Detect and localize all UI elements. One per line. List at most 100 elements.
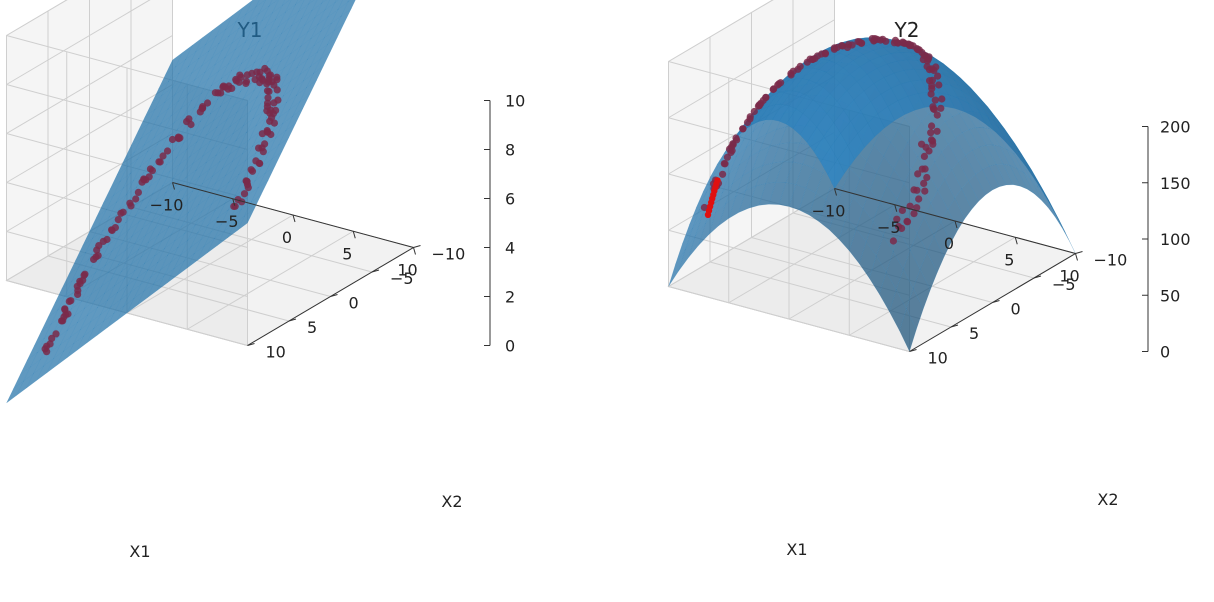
z-tick-label: 100 — [1160, 230, 1191, 249]
data-point — [243, 178, 251, 186]
data-point — [848, 41, 856, 49]
surface-cell — [1023, 172, 1042, 200]
data-point — [52, 330, 60, 338]
data-point — [65, 297, 73, 305]
data-point — [838, 42, 846, 50]
surface-cell — [1030, 178, 1048, 208]
data-point — [247, 166, 255, 174]
x-tick-label: −10 — [150, 196, 184, 215]
data-point — [242, 79, 250, 87]
data-point — [41, 345, 49, 353]
grid-line — [668, 229, 910, 296]
data-point — [148, 167, 156, 175]
data-point — [94, 252, 102, 260]
z-tick-label: 200 — [1160, 118, 1191, 137]
y-tick — [288, 318, 297, 322]
data-point — [933, 111, 941, 119]
y-tick — [1075, 251, 1083, 254]
data-point — [267, 130, 275, 139]
surface-cell — [1051, 206, 1069, 240]
data-point — [264, 94, 272, 102]
data-point — [889, 237, 898, 245]
data-point — [739, 125, 747, 133]
data-point — [821, 50, 830, 58]
data-point — [263, 80, 271, 88]
y-axis-label: X2 — [1097, 490, 1118, 509]
data-point — [95, 242, 103, 250]
data-point — [238, 198, 246, 206]
x-tick-label: 0 — [944, 234, 954, 253]
data-point — [937, 104, 945, 112]
data-point — [755, 101, 764, 109]
data-point — [142, 176, 150, 184]
y-tick-label: 10 — [266, 343, 286, 362]
data-point — [931, 96, 939, 104]
data-point — [899, 38, 907, 46]
y-tick-label: −10 — [432, 245, 466, 264]
data-point — [930, 66, 938, 74]
y-tick-label: 0 — [349, 294, 359, 313]
data-point — [777, 79, 785, 87]
surface-cell — [1016, 167, 1035, 195]
data-point — [920, 152, 929, 160]
y-tick — [330, 294, 338, 297]
z-tick-label: 0 — [505, 337, 515, 356]
y-tick-label: 0 — [1011, 300, 1021, 319]
x-tick-label: 10 — [397, 261, 417, 280]
data-point — [928, 85, 936, 93]
grid-line — [6, 35, 173, 134]
data-point — [156, 158, 164, 166]
grid-line — [6, 0, 151, 85]
data-point — [46, 340, 54, 348]
surface-cell — [268, 0, 278, 7]
data-point — [891, 36, 900, 45]
data-point — [895, 222, 903, 231]
data-point — [923, 173, 931, 182]
data-point — [103, 235, 111, 244]
data-point — [928, 122, 936, 130]
data-point — [925, 147, 933, 155]
data-point — [914, 170, 922, 178]
data-point — [927, 90, 935, 98]
data-point — [61, 305, 69, 313]
x-tick — [1075, 253, 1078, 261]
data-point — [274, 96, 282, 104]
data-point — [211, 89, 219, 97]
scatter-points — [41, 64, 282, 356]
data-point — [921, 187, 929, 195]
x-tick — [292, 214, 296, 223]
surface-cell — [1058, 218, 1076, 254]
x-axis-label: X1 — [786, 540, 807, 559]
data-point — [76, 277, 84, 285]
surface-cell — [334, 0, 339, 3]
data-point — [923, 57, 932, 65]
data-point — [174, 133, 182, 141]
data-point — [933, 127, 941, 135]
surface-cell — [295, 0, 303, 5]
data-point — [893, 215, 901, 223]
y-tick — [247, 343, 255, 346]
scatter-points — [700, 35, 946, 245]
data-point — [159, 152, 167, 160]
x-tick — [894, 204, 898, 212]
data-point — [203, 99, 212, 107]
data-point — [787, 69, 795, 78]
x-tick-label: −5 — [877, 218, 901, 237]
x-tick-label: 0 — [282, 228, 292, 247]
highlight-point — [704, 211, 712, 218]
surface-cell — [919, 251, 938, 291]
data-point — [903, 218, 912, 226]
x-tick-label: 5 — [1004, 250, 1014, 269]
y-tick — [1033, 275, 1042, 279]
data-point — [80, 271, 88, 279]
data-point — [235, 78, 243, 86]
surface-cell — [1037, 186, 1055, 217]
axes: −10 −5 0 5 10 −10 −5 0 5 10 0 2 4 6 8 10 — [150, 92, 526, 362]
surface-cell — [347, 0, 351, 2]
y-tick — [950, 324, 959, 328]
data-point — [796, 62, 804, 70]
x-tick — [954, 220, 958, 229]
data-point — [273, 76, 281, 84]
grid-line — [668, 19, 835, 119]
data-point — [255, 159, 263, 167]
